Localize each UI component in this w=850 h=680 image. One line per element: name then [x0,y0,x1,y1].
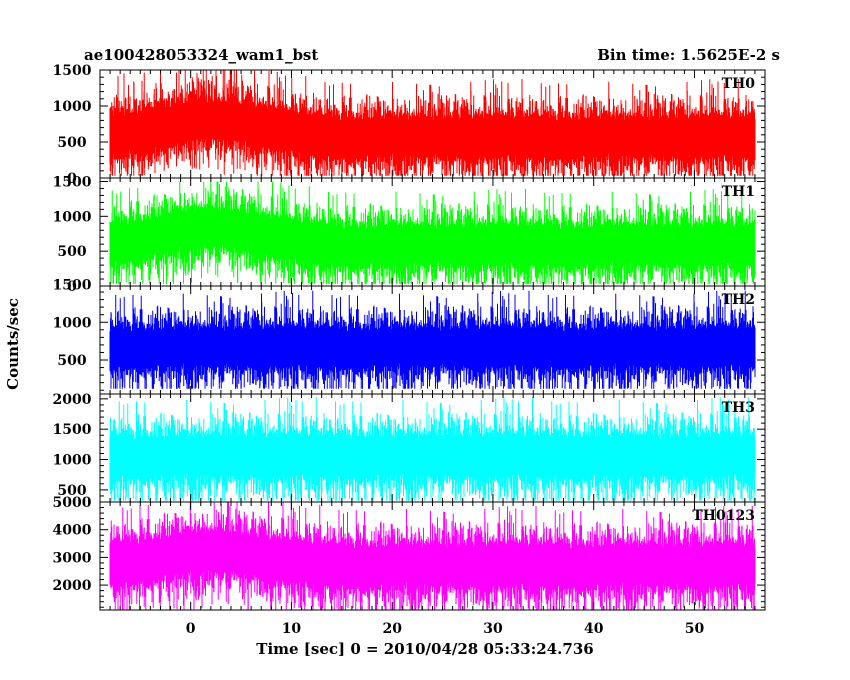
y-tick-label: 2000 [53,578,92,594]
y-tick-label: 1500 [53,422,92,438]
y-axis-label: Counts/sec [4,298,22,390]
x-tick-label: 0 [186,621,196,637]
y-tick-label: 2000 [53,392,92,408]
y-tick-label: 1000 [53,453,92,469]
y-tick-label: 4000 [53,523,92,539]
chart-title-right: Bin time: 1.5625E-2 s [597,46,780,64]
panel-th0: 0 500 1000 1500 TH0 [53,63,766,187]
y-tick-label: 1500 [53,63,92,79]
panel-label-th0123: TH0123 [692,508,755,524]
y-tick-label: 500 [57,483,86,499]
panel-th1: 0 500 1000 1500 TH1 [53,174,766,295]
y-tick-label: 5000 [53,495,92,511]
x-tick-label: 40 [584,621,604,637]
panel-label-th0: TH0 [722,76,756,92]
y-tick-label: 0 [67,171,77,187]
y-tick-label: 1500 [53,174,92,190]
y-tick-label: 1000 [53,315,92,331]
y-tick-label: 500 [57,135,86,151]
x-tick-label: 20 [382,621,402,637]
y-tick-label: 1000 [53,209,92,225]
x-tick-label: 30 [483,621,503,637]
panel-th0123: 2000 3000 4000 5000 TH0123 [53,495,766,611]
y-tick-label: 1000 [53,99,92,115]
y-tick-label: 3000 [53,550,92,566]
series-trace-th2 [109,290,756,389]
y-tick-label: 1500 [53,277,92,293]
panel-th2: 500 1000 1500 TH2 [53,277,766,395]
series-trace-th0123 [109,502,756,610]
series-trace-th3 [109,397,756,501]
x-tick-label: 50 [685,621,705,637]
x-tick-label: 10 [282,621,302,637]
y-tick-label: 0 [67,279,77,295]
x-axis-label: Time [sec] 0 = 2010/04/28 05:33:24.736 [256,640,593,658]
series-trace-th1 [109,181,756,284]
chart-title-left: ae100428053324_wam1_bst [84,46,318,64]
panels-group: 0 500 1000 1500 TH0 0 500 1000 1500 TH1 500 1000 150… [53,63,766,611]
panel-label-th2: TH2 [722,292,755,308]
y-tick-label: 500 [57,353,86,369]
panel-th3: 500 1000 1500 2000 TH3 [53,392,766,503]
panel-label-th3: TH3 [722,400,755,416]
y-tick-label: 500 [57,244,86,260]
series-trace-th0 [109,70,756,176]
panel-label-th1: TH1 [722,184,755,200]
x-axis: 0 10 20 30 40 50 [186,621,705,637]
